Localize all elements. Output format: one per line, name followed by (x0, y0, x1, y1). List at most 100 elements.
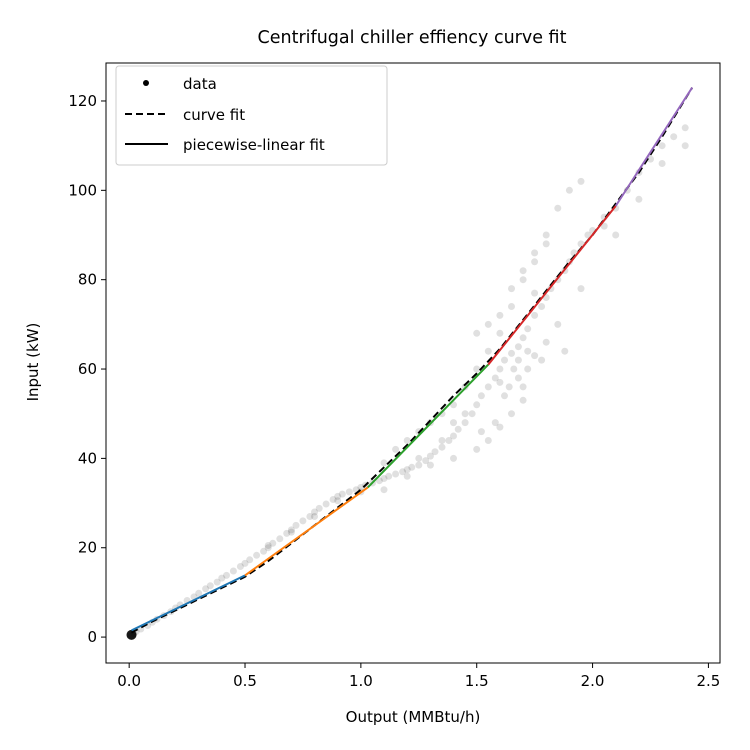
data-point (612, 231, 620, 239)
data-point (276, 535, 284, 543)
data-point (380, 475, 388, 482)
data-point (508, 285, 515, 293)
data-point (311, 513, 318, 520)
data-point (392, 445, 400, 453)
data-point (126, 629, 137, 640)
data-point (450, 419, 457, 427)
y-tick-label: 120 (68, 92, 97, 110)
data-point (264, 542, 272, 549)
x-axis-label: Output (MMBtu/h) (346, 708, 481, 726)
piecewise-segment-5 (614, 87, 694, 207)
data-point (473, 329, 481, 337)
y-tick-label: 40 (78, 449, 97, 467)
data-point (519, 276, 527, 284)
data-point (438, 410, 446, 418)
y-tick-label: 20 (78, 539, 97, 557)
data-point (345, 488, 353, 496)
data-point (206, 582, 214, 590)
data-point (496, 311, 504, 319)
data-point (531, 311, 539, 319)
data-point (260, 547, 268, 555)
legend-data-marker-icon (143, 80, 149, 86)
data-point (468, 410, 476, 418)
data-point (438, 443, 446, 451)
data-point (565, 186, 573, 194)
x-tick-label: 1.0 (349, 672, 373, 690)
data-point (670, 133, 678, 141)
data-point (380, 486, 388, 494)
x-axis-ticks: 0.0 0.5 1.0 1.5 2.0 2.5 (117, 663, 720, 690)
data-point (658, 160, 666, 167)
data-point (542, 240, 550, 248)
data-point (584, 231, 592, 239)
data-point (269, 539, 277, 547)
data-point (577, 177, 585, 185)
y-axis-ticks: 0 20 40 60 80 100 120 (68, 92, 106, 646)
data-point (484, 383, 492, 391)
data-point (519, 334, 527, 342)
data-point (375, 477, 383, 485)
data-point (392, 470, 400, 478)
data-point (554, 204, 562, 212)
data-point (218, 574, 226, 582)
data-point (415, 454, 423, 462)
piecewise-segment-4 (487, 205, 617, 366)
data-point (508, 349, 515, 357)
data-point (334, 497, 342, 505)
data-point (213, 578, 221, 586)
data-point (195, 589, 203, 597)
data-point (229, 567, 237, 575)
data-point (542, 338, 550, 346)
legend-label-curve-fit: curve fit (183, 106, 245, 124)
piecewise-linear-fit (131, 87, 694, 632)
piecewise-segment-2 (244, 486, 369, 577)
data-point (403, 437, 411, 444)
data-point (202, 585, 210, 593)
data-point (505, 383, 513, 391)
y-tick-label: 0 (87, 628, 97, 646)
data-point (450, 454, 457, 462)
data-point (501, 356, 508, 364)
data-point (600, 222, 608, 230)
data-point (385, 472, 393, 480)
data-point (496, 423, 504, 431)
data-point (647, 155, 654, 163)
data-point (508, 303, 515, 310)
y-tick-label: 100 (68, 181, 97, 199)
data-point (531, 249, 539, 257)
data-point (477, 428, 485, 436)
data-point (531, 352, 539, 360)
data-point (292, 521, 300, 529)
data-point (496, 378, 504, 386)
data-point (524, 347, 532, 355)
data-point (658, 142, 666, 150)
data-point (357, 483, 365, 491)
data-point (334, 492, 342, 500)
data-point (311, 508, 318, 516)
data-point (501, 392, 508, 400)
data-point (426, 452, 434, 460)
legend: data curve fit piecewise-linear fit (115, 65, 388, 166)
data-point (338, 490, 346, 498)
data-point (484, 320, 492, 328)
x-tick-label: 2.5 (696, 672, 720, 690)
data-point (531, 289, 539, 297)
data-point (538, 356, 546, 364)
data-point (461, 410, 469, 418)
data-point (241, 559, 249, 567)
data-point (422, 457, 430, 465)
data-point (681, 142, 689, 150)
data-point (306, 513, 314, 520)
data-point (519, 383, 527, 391)
data-point (510, 365, 518, 373)
data-point (431, 448, 439, 456)
data-point (538, 303, 546, 310)
data-point (561, 347, 569, 355)
data-point (322, 500, 330, 508)
x-tick-label: 0.0 (117, 672, 141, 690)
data-point (380, 459, 388, 467)
data-point (496, 329, 504, 337)
data-point (473, 365, 481, 373)
y-tick-label: 80 (78, 271, 97, 289)
